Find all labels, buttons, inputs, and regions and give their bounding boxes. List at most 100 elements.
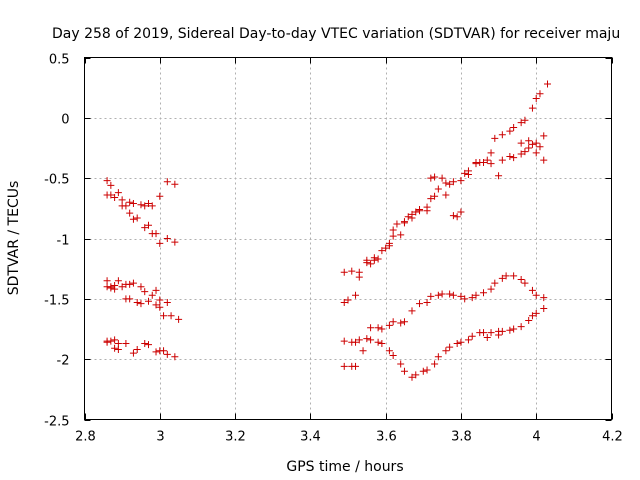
data-point bbox=[532, 149, 540, 157]
data-point bbox=[434, 291, 442, 299]
data-point bbox=[472, 291, 480, 299]
data-point bbox=[137, 201, 145, 209]
data-point bbox=[118, 283, 126, 291]
data-point bbox=[111, 193, 119, 201]
data-point bbox=[163, 235, 171, 242]
data-point bbox=[144, 297, 152, 305]
data-point bbox=[457, 208, 465, 216]
data-point bbox=[352, 291, 360, 299]
data-point bbox=[352, 338, 360, 346]
data-point bbox=[404, 213, 412, 221]
y-tick-label: 0 bbox=[61, 113, 69, 128]
data-point bbox=[521, 116, 529, 124]
x-axis-label: GPS time / hours bbox=[286, 459, 403, 475]
data-point bbox=[385, 239, 393, 247]
data-point bbox=[517, 276, 525, 284]
data-point bbox=[118, 196, 126, 204]
data-point bbox=[427, 292, 435, 300]
data-point bbox=[453, 213, 461, 221]
data-point bbox=[397, 231, 405, 239]
data-point bbox=[163, 178, 171, 186]
data-point bbox=[363, 259, 371, 267]
data-point bbox=[423, 298, 431, 306]
data-point bbox=[171, 180, 179, 188]
data-point bbox=[457, 177, 465, 185]
data-point bbox=[103, 177, 111, 185]
data-point bbox=[544, 80, 552, 88]
data-point bbox=[122, 339, 130, 347]
data-point bbox=[156, 296, 164, 304]
data-point bbox=[540, 132, 548, 140]
data-point bbox=[111, 336, 119, 344]
chart-title: Day 258 of 2019, Sidereal Day-to-day VTE… bbox=[52, 26, 620, 42]
data-point bbox=[461, 295, 469, 303]
data-point bbox=[171, 353, 179, 361]
data-point bbox=[160, 312, 168, 320]
data-point bbox=[129, 349, 137, 357]
data-point bbox=[400, 367, 408, 375]
data-point bbox=[103, 277, 111, 285]
data-point bbox=[374, 338, 382, 346]
data-point bbox=[449, 212, 457, 220]
data-point bbox=[498, 156, 506, 164]
data-point bbox=[367, 260, 375, 268]
data-point bbox=[434, 185, 442, 193]
data-point bbox=[129, 215, 137, 223]
data-point bbox=[114, 346, 122, 354]
x-tick-label: 2.8 bbox=[75, 430, 96, 445]
data-point bbox=[480, 158, 488, 166]
data-point bbox=[510, 325, 518, 333]
data-point bbox=[540, 304, 548, 312]
data-point bbox=[517, 150, 525, 158]
data-point bbox=[141, 288, 149, 296]
data-point bbox=[536, 143, 544, 151]
x-tick-label: 4 bbox=[532, 430, 540, 445]
data-point bbox=[416, 206, 424, 214]
data-point bbox=[126, 280, 134, 288]
data-point bbox=[528, 312, 536, 320]
data-point bbox=[137, 300, 145, 308]
data-point bbox=[498, 327, 506, 335]
data-point bbox=[385, 321, 393, 329]
data-point bbox=[487, 329, 495, 337]
data-point bbox=[483, 156, 491, 164]
data-point bbox=[525, 144, 533, 152]
data-point bbox=[114, 339, 122, 347]
data-point bbox=[160, 347, 168, 355]
data-point bbox=[152, 301, 160, 309]
series-D bbox=[103, 272, 548, 355]
data-point bbox=[389, 226, 397, 234]
data-point bbox=[144, 200, 152, 208]
data-point bbox=[400, 218, 408, 226]
data-point bbox=[453, 339, 461, 347]
tick-layer: 2.8 3 3.2 3.4 3.6 3.8 4 4.2 0.5 0 -0.5 -1 -1.5 -2 -2.5 bbox=[44, 53, 623, 445]
data-point bbox=[540, 294, 548, 302]
data-point bbox=[528, 286, 536, 294]
x-tick-label: 3.6 bbox=[376, 430, 397, 445]
data-point bbox=[446, 290, 454, 298]
data-point bbox=[491, 279, 499, 287]
data-point bbox=[156, 192, 164, 200]
data-point bbox=[156, 303, 164, 311]
data-point bbox=[449, 178, 457, 186]
data-point bbox=[464, 336, 472, 344]
data-point bbox=[141, 339, 149, 347]
data-point bbox=[152, 286, 160, 294]
data-point bbox=[480, 329, 488, 337]
y-tick-label: -0.5 bbox=[44, 173, 69, 188]
x-tick-label: 3.8 bbox=[451, 430, 472, 445]
data-point bbox=[389, 232, 397, 240]
data-point bbox=[370, 256, 378, 264]
data-point bbox=[480, 289, 488, 297]
y-tick-label: -1.5 bbox=[44, 294, 69, 309]
data-point bbox=[175, 315, 183, 323]
data-point bbox=[408, 373, 416, 381]
data-point bbox=[367, 336, 375, 344]
data-point bbox=[528, 140, 536, 148]
data-point bbox=[412, 208, 420, 216]
data-point bbox=[495, 172, 503, 180]
data-point bbox=[487, 149, 495, 157]
data-point bbox=[156, 239, 164, 247]
data-point bbox=[487, 285, 495, 293]
data-point bbox=[446, 343, 454, 351]
